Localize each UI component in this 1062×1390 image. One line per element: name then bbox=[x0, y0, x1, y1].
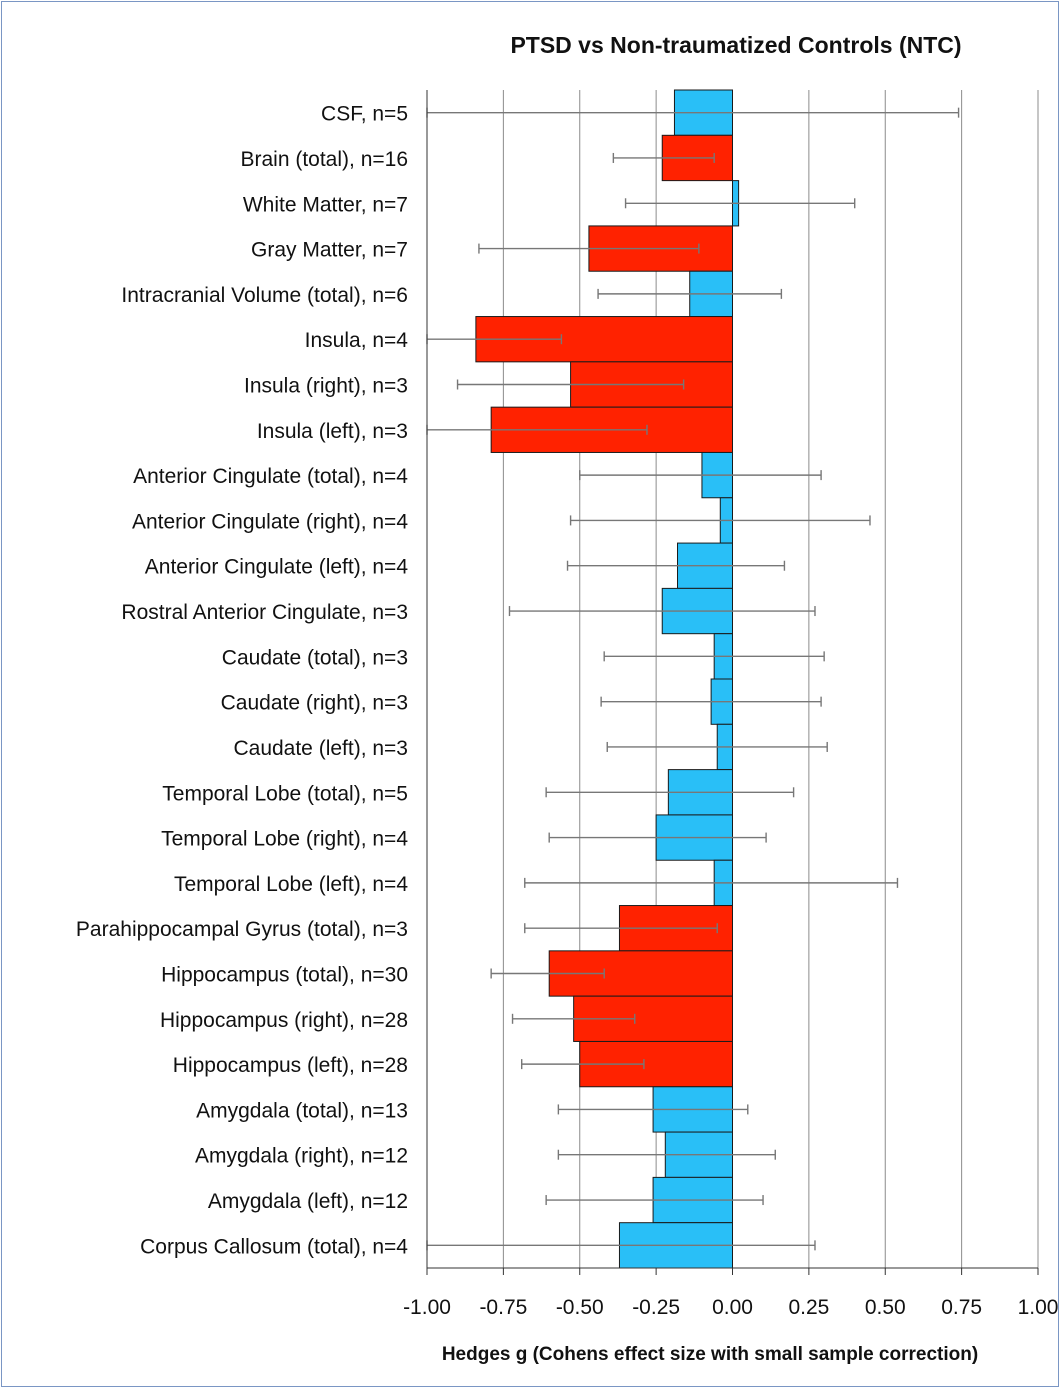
category-label: Caudate (right), n=3 bbox=[221, 692, 408, 715]
error-bar bbox=[566, 560, 786, 571]
category-label: Insula, n=4 bbox=[305, 329, 409, 352]
error-bar bbox=[548, 832, 767, 843]
category-label: Gray Matter, n=7 bbox=[251, 239, 408, 262]
x-tick-label: -1.00 bbox=[403, 1296, 451, 1319]
category-label: Brain (total), n=16 bbox=[240, 148, 408, 171]
category-label: Caudate (left), n=3 bbox=[233, 737, 408, 760]
error-bar bbox=[511, 1013, 636, 1024]
error-bar bbox=[600, 696, 822, 707]
x-tick-label: 0.25 bbox=[788, 1296, 829, 1319]
error-bar bbox=[603, 651, 825, 662]
category-label: Corpus Callosum (total), n=4 bbox=[140, 1235, 408, 1258]
x-tick-label: 0.75 bbox=[941, 1296, 982, 1319]
category-label: Insula (left), n=3 bbox=[257, 420, 408, 443]
error-bar bbox=[557, 1149, 776, 1160]
error-bar bbox=[490, 968, 605, 979]
x-tick-label: -0.25 bbox=[632, 1296, 680, 1319]
category-label: White Matter, n=7 bbox=[243, 193, 408, 216]
error-bar bbox=[545, 1195, 764, 1206]
error-bar bbox=[521, 1059, 645, 1070]
chart-title: PTSD vs Non-traumatized Controls (NTC) bbox=[510, 32, 962, 58]
error-bar bbox=[606, 741, 828, 752]
x-axis bbox=[426, 90, 1039, 1275]
gridlines bbox=[502, 90, 1039, 1268]
x-tick-label: 0.00 bbox=[712, 1296, 753, 1319]
category-label: Anterior Cingulate (total), n=4 bbox=[133, 465, 408, 488]
category-label: Anterior Cingulate (right), n=4 bbox=[132, 510, 408, 533]
error-bar bbox=[524, 923, 718, 934]
y-category-labels: CSF, n=5 Brain (total), n=16 White Matter,… bbox=[76, 103, 408, 1259]
category-label: Temporal Lobe (total), n=5 bbox=[162, 782, 408, 805]
category-label: Intracranial Volume (total), n=6 bbox=[121, 284, 408, 307]
error-bar bbox=[569, 515, 871, 526]
x-tick-labels: -1.00 -0.75 -0.50 -0.25 0.00 0.25 0.50 0.75 1.00 bbox=[403, 1296, 1058, 1319]
category-label: Amygdala (right), n=12 bbox=[195, 1145, 408, 1168]
error-bars bbox=[426, 107, 960, 1251]
x-tick-label: -0.75 bbox=[479, 1296, 527, 1319]
x-tick-label: -0.50 bbox=[556, 1296, 604, 1319]
category-label: Amygdala (left), n=12 bbox=[208, 1190, 408, 1213]
category-label: Amygdala (total), n=13 bbox=[196, 1099, 408, 1122]
category-label: Caudate (total), n=3 bbox=[222, 646, 408, 669]
category-label: CSF, n=5 bbox=[321, 103, 408, 126]
error-bar bbox=[456, 379, 685, 390]
category-label: Temporal Lobe (right), n=4 bbox=[161, 828, 408, 851]
error-bar bbox=[624, 198, 856, 209]
category-label: Hippocampus (right), n=28 bbox=[160, 1009, 408, 1032]
category-label: Hippocampus (total), n=30 bbox=[161, 964, 408, 987]
category-label: Hippocampus (left), n=28 bbox=[173, 1054, 408, 1077]
error-bar bbox=[579, 470, 822, 481]
category-label: Parahippocampal Gyrus (total), n=3 bbox=[76, 918, 408, 941]
x-tick-label: 1.00 bbox=[1018, 1296, 1059, 1319]
bars bbox=[475, 89, 740, 1269]
error-bar bbox=[508, 606, 816, 617]
x-axis-title: Hedges g (Cohens effect size with small … bbox=[441, 1344, 979, 1365]
error-bar bbox=[524, 877, 899, 888]
error-bar bbox=[597, 288, 783, 299]
error-bar bbox=[557, 1104, 749, 1115]
error-bar bbox=[545, 787, 795, 798]
category-label: Anterior Cingulate (left), n=4 bbox=[145, 556, 409, 579]
category-label: Temporal Lobe (left), n=4 bbox=[174, 873, 408, 896]
error-bar bbox=[612, 152, 715, 163]
category-label: Rostral Anterior Cingulate, n=3 bbox=[121, 601, 408, 624]
category-label: Insula (right), n=3 bbox=[244, 375, 408, 398]
error-bar bbox=[478, 243, 700, 254]
x-tick-label: 0.50 bbox=[865, 1296, 906, 1319]
